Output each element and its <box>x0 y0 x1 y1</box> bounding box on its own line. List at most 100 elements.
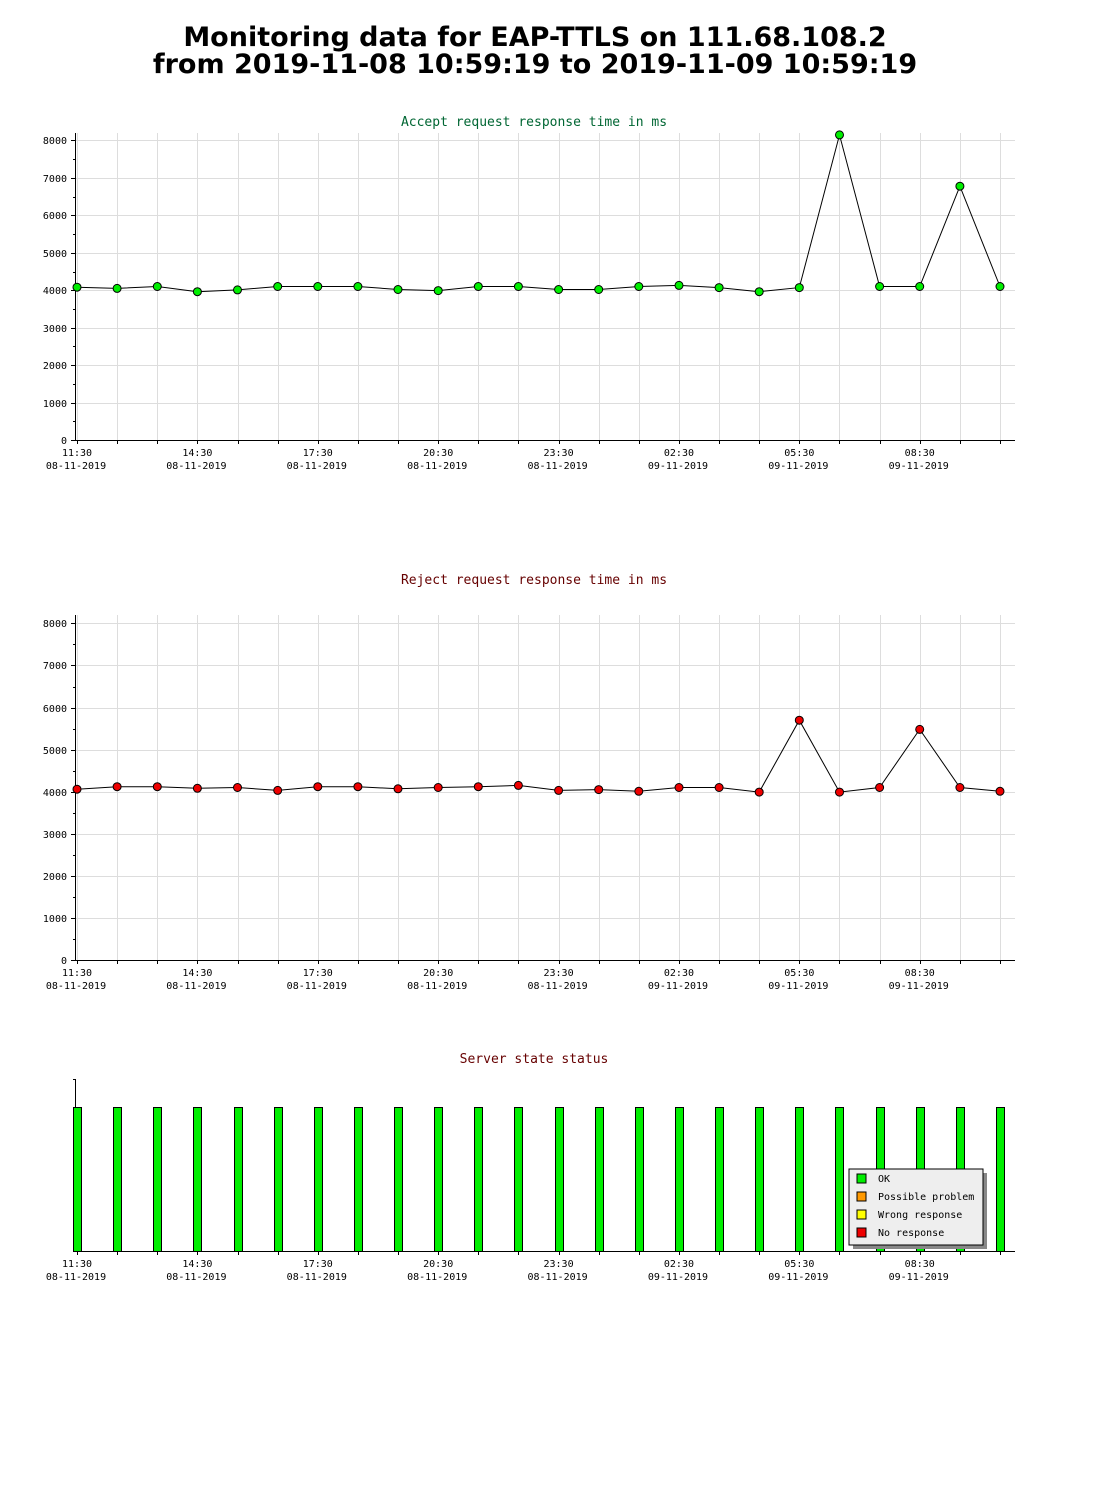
reject-data-point <box>794 715 804 725</box>
accept-x-tick-time: 08:30 <box>905 448 935 459</box>
status-bar <box>996 1107 1005 1252</box>
status-legend: OK Possible problem Wrong response No re… <box>848 1168 987 1249</box>
accept-x-tick-date: 08-11-2019 <box>166 461 226 472</box>
legend-swatch-wrong-response <box>856 1209 867 1220</box>
status-chart-title: Server state status <box>460 1052 609 1067</box>
status-bar <box>394 1107 403 1252</box>
status-x-tick-time: 14:30 <box>182 1259 212 1270</box>
status-bar <box>835 1107 844 1252</box>
status-bar <box>595 1107 604 1252</box>
legend-swatch-ok <box>856 1173 867 1184</box>
accept-x-tick-date: 08-11-2019 <box>407 461 467 472</box>
reject-data-point <box>473 782 483 792</box>
accept-chart: Accept request response time in ms 0 1000… <box>43 115 1015 472</box>
accept-data-point <box>192 287 202 297</box>
reject-data-point <box>754 787 764 797</box>
reject-series-line <box>76 719 1001 793</box>
accept-x-tick-date: 08-11-2019 <box>527 461 587 472</box>
reject-x-tick-time: 20:30 <box>423 968 453 979</box>
reject-x-tick-date: 08-11-2019 <box>287 981 347 992</box>
reject-data-point <box>714 783 724 792</box>
accept-y-tick-label: 1000 <box>43 399 67 410</box>
status-bar <box>274 1107 283 1252</box>
reject-x-tick-date: 09-11-2019 <box>648 981 708 992</box>
reject-x-tick-date: 08-11-2019 <box>407 981 467 992</box>
legend-label-possible-problem: Possible problem <box>878 1192 974 1203</box>
reject-y-tick-label: 8000 <box>43 619 67 630</box>
reject-x-tick-time: 08:30 <box>905 968 935 979</box>
status-bar <box>234 1107 243 1252</box>
accept-y-tick-label: 8000 <box>43 136 67 147</box>
accept-data-point <box>955 181 965 191</box>
reject-data-point <box>313 782 323 792</box>
accept-x-tick-time: 23:30 <box>544 448 574 459</box>
status-bar <box>193 1107 202 1252</box>
accept-data-point <box>72 282 82 292</box>
status-bar <box>113 1107 122 1252</box>
legend-swatch-no-response <box>856 1227 867 1238</box>
reject-x-tick-time: 17:30 <box>303 968 333 979</box>
status-x-tick-date: 08-11-2019 <box>166 1272 226 1283</box>
status-x-tick-date: 09-11-2019 <box>889 1272 949 1283</box>
accept-data-point <box>233 285 242 295</box>
status-bar <box>675 1107 684 1252</box>
accept-data-point <box>835 130 844 140</box>
status-bar <box>474 1107 483 1252</box>
status-x-tick-time: 20:30 <box>423 1259 453 1270</box>
reject-data-point <box>875 783 885 792</box>
accept-data-point <box>995 282 1005 291</box>
accept-x-tick-time: 05:30 <box>784 448 814 459</box>
status-bar <box>314 1107 323 1252</box>
reject-data-point <box>995 786 1005 796</box>
reject-y-tick-label: 3000 <box>43 830 67 841</box>
reject-y-tick-label: 6000 <box>43 704 67 715</box>
reject-chart: Reject request response time in ms 0 1000… <box>43 573 1015 992</box>
accept-x-tick-date: 08-11-2019 <box>46 461 106 472</box>
accept-data-point <box>674 280 684 290</box>
reject-y-tick-label: 4000 <box>43 788 67 799</box>
accept-data-point <box>594 285 604 294</box>
accept-y-tick-label: 2000 <box>43 361 67 372</box>
accept-data-point <box>754 287 764 297</box>
reject-chart-title: Reject request response time in ms <box>401 573 667 588</box>
reject-x-tick-time: 23:30 <box>544 968 574 979</box>
status-x-tick-date: 08-11-2019 <box>287 1272 347 1283</box>
status-bar <box>354 1107 363 1252</box>
reject-data-point <box>433 783 443 792</box>
reject-x-tick-date: 08-11-2019 <box>166 981 226 992</box>
reject-data-point <box>233 783 242 792</box>
reject-y-tick-label: 2000 <box>43 872 67 883</box>
accept-y-tick-label: 3000 <box>43 324 67 335</box>
reject-data-point <box>955 783 965 792</box>
reject-x-tick-time: 11:30 <box>62 968 92 979</box>
status-chart: Server state status 11:30 08-11-2019 14:30… <box>46 1052 1015 1283</box>
reject-x-tick-date: 08-11-2019 <box>46 981 106 992</box>
accept-x-tick-time: 20:30 <box>423 448 453 459</box>
accept-y-tick-label: 7000 <box>43 174 67 185</box>
status-x-tick-date: 09-11-2019 <box>648 1272 708 1283</box>
reject-data-point <box>273 785 283 795</box>
status-bar <box>755 1107 764 1252</box>
status-bar <box>715 1107 724 1252</box>
reject-data-point <box>554 785 564 795</box>
page-title-line1: Monitoring data for EAP-TTLS on 111.68.1… <box>183 22 887 53</box>
reject-data-point <box>674 783 684 792</box>
status-bar <box>795 1107 804 1252</box>
status-x-tick-date: 08-11-2019 <box>46 1272 106 1283</box>
reject-data-point <box>835 787 844 797</box>
accept-data-point <box>634 282 644 291</box>
accept-x-tick-time: 11:30 <box>62 448 92 459</box>
status-x-tick-time: 08:30 <box>905 1259 935 1270</box>
status-x-tick-time: 05:30 <box>784 1259 814 1270</box>
accept-x-tick-date: 09-11-2019 <box>889 461 949 472</box>
accept-x-tick-date: 08-11-2019 <box>287 461 347 472</box>
reject-data-point <box>72 784 82 794</box>
accept-data-point <box>393 285 403 294</box>
reject-data-point <box>594 785 604 795</box>
accept-x-tick-time: 02:30 <box>664 448 694 459</box>
status-x-tick-time: 02:30 <box>664 1259 694 1270</box>
reject-data-point <box>393 784 403 794</box>
reject-x-tick-date: 08-11-2019 <box>527 981 587 992</box>
status-x-tick-time: 11:30 <box>62 1259 92 1270</box>
